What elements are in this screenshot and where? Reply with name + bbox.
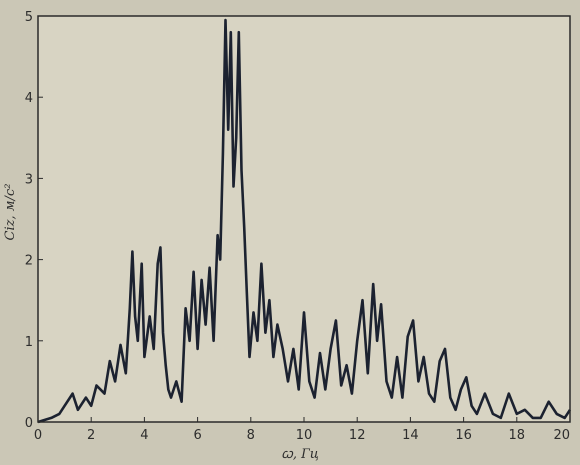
- y-tick-label: 2: [25, 254, 33, 269]
- x-tick-label: 0: [34, 428, 42, 443]
- x-tick-label: 12: [349, 428, 366, 443]
- y-axis-label: Ciz, м/с²: [3, 184, 18, 241]
- x-tick-label: 16: [455, 428, 472, 443]
- y-tick-label: 5: [25, 10, 33, 25]
- x-tick-label: 8: [247, 428, 255, 443]
- x-tick-label: 18: [509, 428, 526, 443]
- x-tick-label: 10: [296, 428, 313, 443]
- y-tick-label: 1: [25, 335, 33, 350]
- y-tick-label: 4: [25, 91, 33, 106]
- x-tick-label: 20: [553, 428, 570, 443]
- x-tick-label: 14: [402, 428, 419, 443]
- x-tick-label: 4: [140, 428, 148, 443]
- series-layer: [37, 18, 572, 424]
- x-axis-label: ꞷ, Гц: [281, 447, 319, 462]
- x-tick-label: 6: [193, 428, 201, 443]
- y-tick-label: 3: [25, 172, 33, 187]
- series-line-0: [37, 18, 572, 424]
- y-tick-label: 0: [25, 416, 33, 431]
- x-tick-label: 2: [87, 428, 95, 443]
